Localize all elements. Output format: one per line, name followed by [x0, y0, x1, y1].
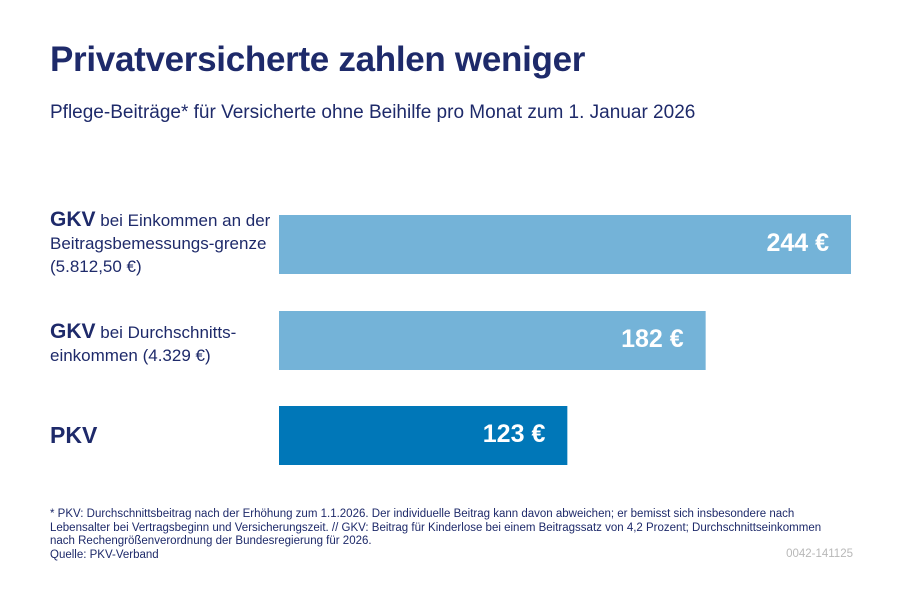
label-text: bei Durchschnitts-einkommen (4.329 €) — [50, 323, 237, 365]
graphic-code: 0042-141125 — [786, 548, 853, 560]
label-bold: GKV — [50, 320, 96, 343]
chart-title: Privatversicherte zahlen weniger — [50, 40, 586, 79]
category-label-pkv: PKV — [50, 424, 280, 449]
label-text: bei Einkommen an der Beitragsbemessungs-… — [50, 211, 271, 276]
bar-value-label: 244 € — [766, 229, 829, 257]
bar — [279, 406, 568, 465]
category-label-gkv-avg: GKV bei Durchschnitts-einkommen (4.329 €… — [50, 320, 280, 367]
chart-subtitle: Pflege-Beiträge* für Versicherte ohne Be… — [50, 102, 696, 123]
bar-value-label: 123 € — [482, 420, 546, 448]
label-bold: GKV — [50, 208, 96, 231]
footnote: * PKV: Durchschnittsbeitrag nach der Erh… — [50, 508, 840, 562]
category-label-gkv-bbg: GKV bei Einkommen an der Beitragsbemessu… — [50, 208, 280, 278]
bar — [279, 215, 851, 274]
source-text: Quelle: PKV-Verband — [50, 548, 159, 561]
footnote-text: * PKV: Durchschnittsbeitrag nach der Erh… — [50, 508, 822, 547]
bar-value-label: 182 € — [621, 325, 684, 353]
bar — [279, 311, 706, 370]
label-bold: PKV — [50, 422, 98, 448]
